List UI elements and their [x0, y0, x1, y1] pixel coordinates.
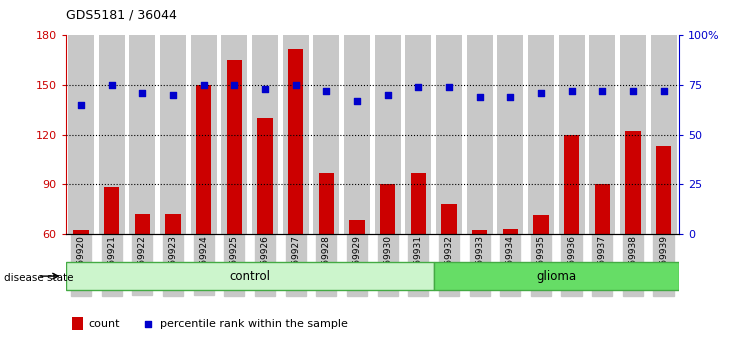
Point: [137, 90, 148, 96]
Point: [412, 84, 424, 90]
Bar: [650, 35, 677, 234]
Bar: [196, 85, 212, 234]
Bar: [374, 35, 401, 234]
Bar: [226, 60, 242, 234]
Bar: [441, 204, 457, 234]
Bar: [221, 35, 247, 234]
Text: GDS5181 / 36044: GDS5181 / 36044: [66, 9, 177, 22]
Bar: [625, 131, 641, 234]
Bar: [466, 35, 493, 234]
Bar: [191, 35, 217, 234]
Bar: [99, 35, 125, 234]
Point: [474, 94, 485, 100]
Text: glioma: glioma: [537, 270, 576, 282]
Bar: [620, 35, 646, 234]
Point: [504, 94, 516, 100]
Point: [566, 88, 577, 94]
Point: [320, 88, 332, 94]
Bar: [165, 214, 180, 234]
Bar: [66, 262, 434, 290]
Point: [443, 84, 455, 90]
Bar: [589, 35, 615, 234]
Text: percentile rank within the sample: percentile rank within the sample: [160, 319, 347, 329]
Bar: [558, 35, 585, 234]
Point: [142, 321, 154, 326]
Point: [596, 88, 608, 94]
Bar: [160, 35, 186, 234]
Bar: [380, 184, 395, 234]
Bar: [497, 35, 523, 234]
Bar: [344, 35, 370, 234]
Bar: [104, 187, 119, 234]
Bar: [502, 229, 518, 234]
Bar: [656, 146, 671, 234]
Point: [627, 88, 639, 94]
Bar: [129, 35, 155, 234]
Bar: [72, 317, 83, 330]
Bar: [472, 230, 487, 234]
Bar: [349, 221, 364, 234]
Bar: [436, 35, 462, 234]
Text: count: count: [88, 319, 120, 329]
Point: [658, 88, 669, 94]
Bar: [410, 172, 426, 234]
Bar: [313, 35, 339, 234]
Point: [106, 82, 118, 88]
Point: [290, 82, 301, 88]
Point: [259, 86, 271, 92]
Bar: [68, 35, 94, 234]
Point: [535, 90, 547, 96]
Bar: [434, 262, 679, 290]
Bar: [318, 172, 334, 234]
Point: [351, 98, 363, 104]
Bar: [594, 184, 610, 234]
Bar: [528, 35, 554, 234]
Point: [198, 82, 210, 88]
Bar: [257, 118, 272, 234]
Point: [382, 92, 393, 98]
Point: [228, 82, 240, 88]
Point: [167, 92, 179, 98]
Bar: [405, 35, 431, 234]
Point: [75, 102, 87, 108]
Bar: [564, 135, 579, 234]
Bar: [288, 48, 303, 234]
Bar: [74, 230, 89, 234]
Bar: [134, 214, 150, 234]
Bar: [252, 35, 278, 234]
Bar: [533, 216, 548, 234]
Bar: [283, 35, 309, 234]
Text: control: control: [229, 270, 270, 282]
Text: disease state: disease state: [4, 273, 73, 283]
